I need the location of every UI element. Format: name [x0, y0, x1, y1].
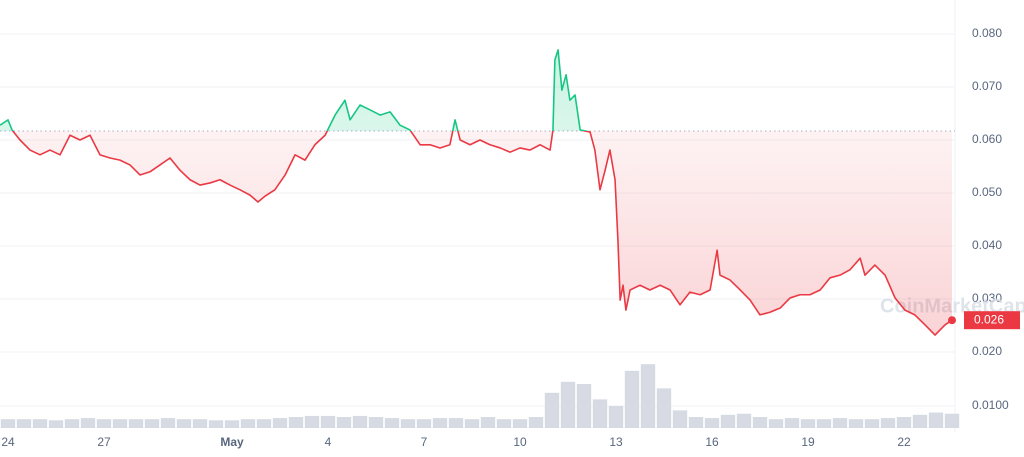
volume-bar [224, 420, 240, 428]
volume-bar [432, 418, 448, 428]
volume-bar [320, 415, 336, 428]
volume-bar [80, 418, 96, 428]
y-tick-label: 0.040 [972, 238, 1002, 252]
y2-tick-label: 0.0100 [972, 398, 1009, 412]
volume-bar [208, 420, 224, 428]
x-tick-label: 22 [897, 435, 911, 449]
volume-bar [16, 419, 32, 428]
volume-bar [480, 417, 496, 428]
volume-bar [656, 388, 672, 428]
volume-bar [816, 419, 832, 428]
volume-bar [624, 370, 640, 428]
volume-bar [464, 419, 480, 428]
area-down [12, 130, 952, 336]
volume-bar [272, 418, 288, 428]
volume-bar [176, 419, 192, 428]
volume-bar [784, 418, 800, 428]
last-price-dot [948, 316, 956, 325]
volume-bar [416, 419, 432, 428]
volume-bar [128, 419, 144, 428]
volume-bar [912, 414, 928, 428]
volume-bar [448, 418, 464, 428]
volume-bar [512, 419, 528, 428]
y-tick-label: 0.080 [972, 26, 1002, 40]
volume-bar [0, 419, 16, 428]
volume-bar [240, 419, 256, 428]
volume-bar [352, 415, 368, 428]
volume-bar [944, 413, 960, 428]
volume-bar [304, 415, 320, 428]
volume-bar [160, 418, 176, 428]
volume-bar [576, 384, 592, 428]
volume-bar [48, 420, 64, 428]
volume-bar [96, 419, 112, 428]
x-tick-label: 27 [97, 435, 111, 449]
x-tick-label: 19 [801, 435, 815, 449]
volume-bar [768, 419, 784, 428]
volume-bar [336, 417, 352, 428]
price-tag [964, 311, 1020, 330]
x-tick-label: 7 [421, 435, 428, 449]
volume-bar [752, 417, 768, 428]
x-tick-label: 4 [325, 435, 332, 449]
volume-bar [704, 418, 720, 428]
volume-bar [736, 413, 752, 428]
volume-bar [192, 419, 208, 428]
volume-bar [800, 419, 816, 428]
y-tick-label: 0.030 [972, 291, 1002, 305]
volume-bar [720, 414, 736, 428]
volume-bar [880, 418, 896, 428]
price-line-down [11, 130, 953, 336]
volume-bar [832, 418, 848, 428]
volume-bar [288, 417, 304, 428]
volume-bar [256, 419, 272, 428]
y-tick-label: 0.050 [972, 185, 1002, 199]
volume-bar [112, 419, 128, 428]
y-tick-label: 0.060 [972, 132, 1002, 146]
volume-bar [144, 419, 160, 428]
x-tick-label: 24 [1, 435, 15, 449]
volume-bar [496, 419, 512, 428]
volume-bar [384, 418, 400, 428]
volume-bar [560, 381, 576, 428]
volume-bar [400, 419, 416, 428]
volume-bar [64, 419, 80, 428]
volume-bar [688, 417, 704, 428]
volume-bar [896, 417, 912, 428]
volume-bar [592, 399, 608, 428]
x-tick-label: May [220, 435, 244, 449]
volume-bar [544, 392, 560, 428]
y-tick-label: 0.020 [972, 344, 1002, 358]
volume-bar [640, 364, 656, 428]
x-tick-label: 16 [705, 435, 719, 449]
volume-bar [528, 417, 544, 428]
volume-bar [608, 406, 624, 428]
x-tick-label: 10 [513, 435, 527, 449]
x-tick-label: 13 [609, 435, 623, 449]
volume-bar [864, 419, 880, 428]
volume-bar [368, 417, 384, 428]
price-tag-label: 0.026 [974, 312, 1004, 326]
volume-bar [672, 410, 688, 428]
volume-bar [928, 412, 944, 428]
volume-bar [848, 419, 864, 428]
volume-bar [32, 419, 48, 428]
y-tick-label: 0.070 [972, 79, 1002, 93]
